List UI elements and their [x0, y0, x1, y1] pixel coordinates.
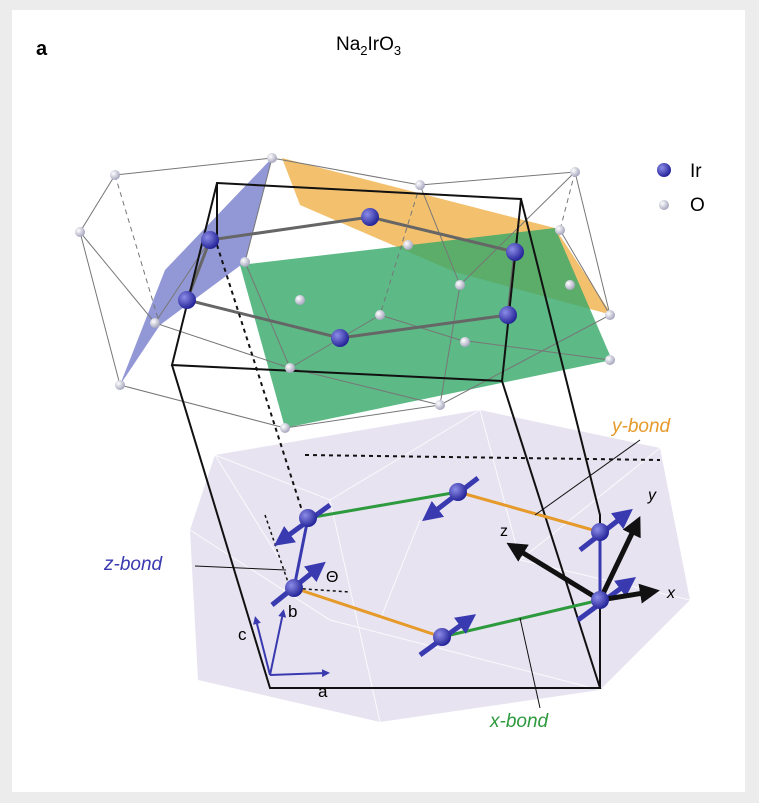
title-part: IrO — [368, 34, 394, 55]
legend-label: Ir — [690, 161, 702, 182]
shape — [375, 310, 385, 320]
angle-label: Θ — [326, 569, 338, 586]
shape — [460, 337, 470, 347]
shape — [565, 280, 575, 290]
legend-label: O — [690, 195, 705, 216]
shape — [75, 227, 85, 237]
shape — [295, 295, 305, 305]
shape — [555, 225, 565, 235]
shape — [591, 591, 609, 609]
shape — [659, 200, 669, 210]
bond-label: x-bond — [489, 711, 550, 732]
shape — [178, 291, 196, 309]
bond-label: y-bond — [610, 416, 672, 437]
shape — [285, 579, 303, 597]
panel-label: a — [36, 38, 48, 60]
shape — [285, 363, 295, 373]
shape — [361, 208, 379, 226]
axis-label: y — [647, 487, 657, 504]
shape — [150, 318, 160, 328]
shape — [240, 257, 250, 267]
shape — [605, 310, 615, 320]
shape — [591, 523, 609, 541]
lattice-label: b — [288, 602, 297, 621]
shape — [506, 243, 524, 261]
title-part: 2 — [360, 43, 367, 58]
shape — [403, 240, 413, 250]
shape — [331, 329, 349, 347]
lattice-label: a — [318, 682, 328, 701]
shape — [449, 483, 467, 501]
shape — [110, 170, 120, 180]
shape — [115, 380, 125, 390]
shape — [605, 355, 615, 365]
axis-label: x — [666, 585, 676, 602]
shape — [435, 400, 445, 410]
page: a Na2IrO3 Ir O y-bond z-bond x-bond Θ c … — [0, 0, 759, 803]
shape — [455, 280, 465, 290]
shape — [433, 628, 451, 646]
shape — [657, 163, 671, 177]
shape — [299, 509, 317, 527]
shape — [280, 423, 290, 433]
shape — [267, 153, 277, 163]
title-part: Na — [336, 34, 361, 55]
axis-label: z — [500, 523, 508, 540]
bond-label: z-bond — [103, 554, 164, 575]
shape — [499, 306, 517, 324]
shape — [201, 231, 219, 249]
figure: a Na2IrO3 Ir O y-bond z-bond x-bond Θ c … — [0, 0, 759, 803]
shape — [570, 167, 580, 177]
title: Na2IrO3 — [336, 34, 401, 58]
shape — [415, 180, 425, 190]
lattice-label: c — [238, 625, 247, 644]
title-part: 3 — [394, 43, 401, 58]
